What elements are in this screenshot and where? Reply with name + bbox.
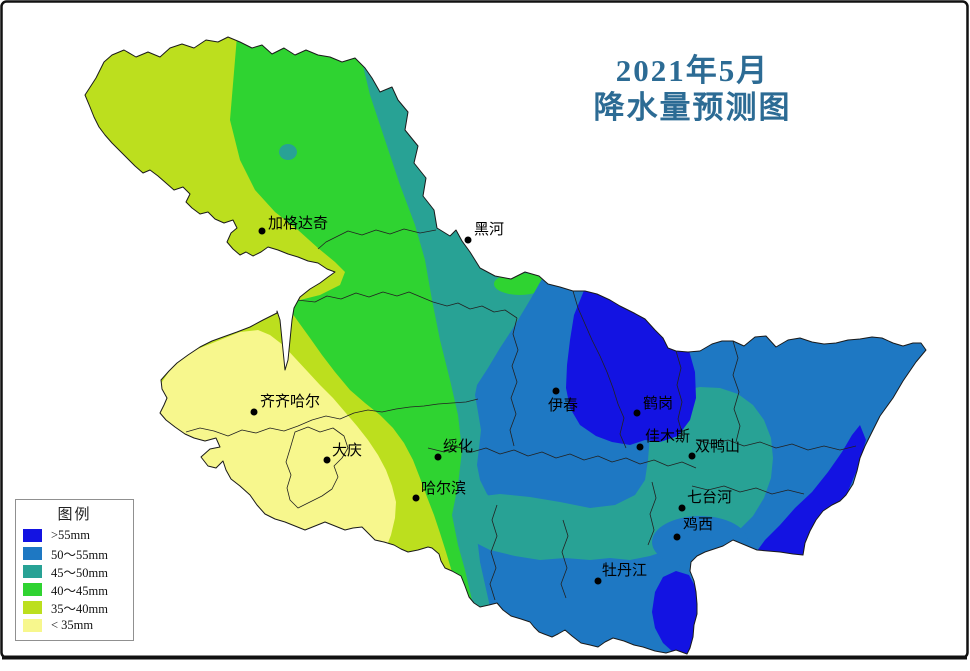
city-marker: 双鸭山 [688,438,740,460]
legend-item: 35～40mm [16,598,133,616]
legend-item-label: 35～40mm [51,601,108,616]
city-dot [258,227,266,235]
city-label: 黑河 [474,221,504,238]
city-label: 佳木斯 [645,428,690,445]
legend-swatch [23,618,42,632]
city-dot [633,409,641,417]
city-label: 七台河 [687,489,732,506]
city-marker: 鹤岗 [633,395,673,417]
legend-item-label: 40～45mm [51,583,108,598]
legend: 图例 >55mm 50～55mm 45～50mm 40～45mm 35～40mm < 35… [15,499,134,641]
city-marker: 齐齐哈尔 [250,393,320,416]
city-marker: 绥化 [434,438,473,461]
band-gt55-south-blob [652,571,697,654]
city-label: 大庆 [332,442,362,459]
city-marker: 牡丹江 [594,562,647,585]
legend-swatch [23,564,42,578]
city-dot [688,452,696,460]
city-label: 伊春 [548,397,578,414]
city-dot [464,236,472,244]
map-title-line1: 2021年5月 [615,53,770,88]
city-marker: 哈尔滨 [412,480,466,502]
legend-swatch [23,600,42,614]
legend-item: 40～45mm [16,580,133,598]
legend-item-label: 50～55mm [51,547,108,562]
city-dot [673,533,681,541]
map-title-line2: 降水量预测图 [593,90,792,125]
city-marker: 加格达奇 [258,215,328,235]
city-dot [323,456,331,464]
city-dot [678,504,686,512]
city-marker: 大庆 [323,442,362,464]
legend-item-label: >55mm [51,527,90,542]
city-label: 绥化 [443,438,473,455]
legend-rows: >55mm 50～55mm 45～50mm 40～45mm 35～40mm < 35mm [16,526,133,634]
band-gt55-southeast-stripe [757,425,866,556]
legend-swatch [23,528,42,542]
city-marker: 鸡西 [673,516,713,541]
city-dot [636,443,644,451]
city-label: 齐齐哈尔 [260,393,320,410]
city-label: 牡丹江 [602,562,647,579]
city-label: 加格达奇 [268,215,328,232]
city-label: 双鸭山 [695,438,740,455]
legend-title: 图例 [57,507,92,523]
legend-item: >55mm [16,526,133,544]
legend-swatch [23,546,42,560]
legend-item-label: 45～50mm [51,565,108,580]
legend-item: < 35mm [16,616,133,634]
city-dot [434,453,442,461]
city-label: 鹤岗 [643,395,673,412]
prefecture-boundaries [185,228,857,601]
city-label: 哈尔滨 [421,480,466,497]
city-label: 鸡西 [683,516,713,533]
city-dot [594,577,602,585]
city-marker: 佳木斯 [636,428,690,451]
legend-item-label: < 35mm [51,617,94,632]
city-dot [552,387,560,395]
city-marker: 伊春 [548,387,578,414]
legend-item: 45～50mm [16,562,133,580]
city-marker: 黑河 [464,221,504,244]
province-outline [84,36,927,655]
city-marker: 七台河 [678,489,732,512]
map-title: 2021年5月 降水量预测图 [520,52,865,126]
city-dot [412,494,420,502]
legend-item: 50～55mm [16,544,133,562]
band-45-50-arm-spot [279,144,297,160]
legend-swatch [23,582,42,596]
city-dot [250,408,258,416]
